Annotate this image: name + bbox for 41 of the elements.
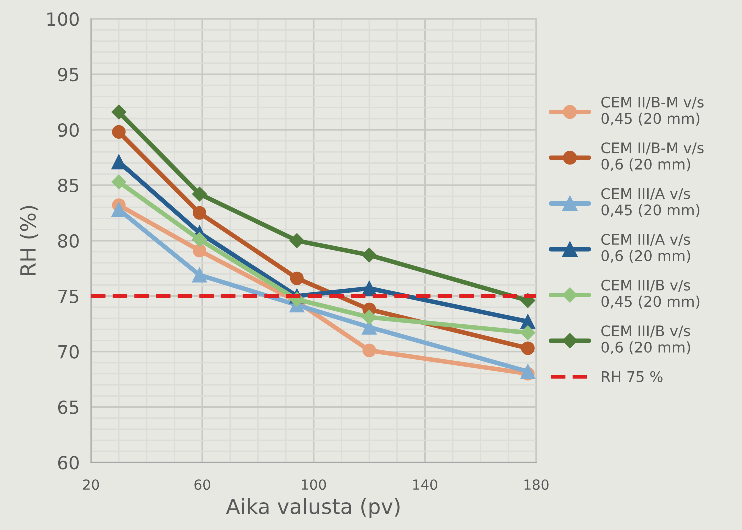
y-tick-label: 100 <box>48 12 79 26</box>
point <box>362 248 377 263</box>
legend-label: CEM II/B-M v/s 0,45 (20 mm) <box>602 96 704 126</box>
y-tick-label: 80 <box>58 234 79 248</box>
point <box>192 268 208 283</box>
y-tick-label: 95 <box>58 68 79 82</box>
point <box>362 344 376 358</box>
point <box>290 233 305 248</box>
legend-label: CEM III/A v/s 0,45 (20 mm) <box>602 188 700 218</box>
point <box>193 206 207 220</box>
point <box>290 272 304 286</box>
y-tick-label: 75 <box>58 290 79 304</box>
y-tick-label: 60 <box>58 456 79 470</box>
point <box>112 104 126 120</box>
legend-label: CEM III/B v/s 0,45 (20 mm) <box>602 280 700 309</box>
legend-label: CEM III/B v/s 0,6 (20 mm) <box>602 326 690 355</box>
point <box>192 186 208 202</box>
point <box>192 232 208 248</box>
legend-label: CEM III/A v/s 0,6 (20 mm) <box>602 234 690 264</box>
point <box>193 244 207 258</box>
point <box>362 310 377 325</box>
legend-label: RH 75 % <box>602 371 663 382</box>
x-tick-label: 180 <box>524 480 549 490</box>
y-tick-label: 65 <box>58 400 79 414</box>
y-axis-title: RH (%) <box>20 206 39 276</box>
point <box>112 174 126 190</box>
point <box>521 342 535 356</box>
x-tick-label: 140 <box>413 480 438 490</box>
point <box>112 202 127 218</box>
point <box>362 281 377 296</box>
y-tick-label: 85 <box>58 178 79 193</box>
x-tick-label: 60 <box>194 480 210 490</box>
point <box>520 326 536 340</box>
x-tick-label: 20 <box>83 480 100 490</box>
point <box>520 364 536 380</box>
legend-label: CEM II/B-M v/s 0,6 (20 mm) <box>602 142 704 172</box>
y-tick-label: 70 <box>58 345 79 359</box>
x-tick-label: 100 <box>302 480 326 490</box>
y-tick-label: 90 <box>58 123 79 138</box>
x-axis-title: Aika valusta (pv) <box>226 498 400 519</box>
point <box>112 125 126 139</box>
